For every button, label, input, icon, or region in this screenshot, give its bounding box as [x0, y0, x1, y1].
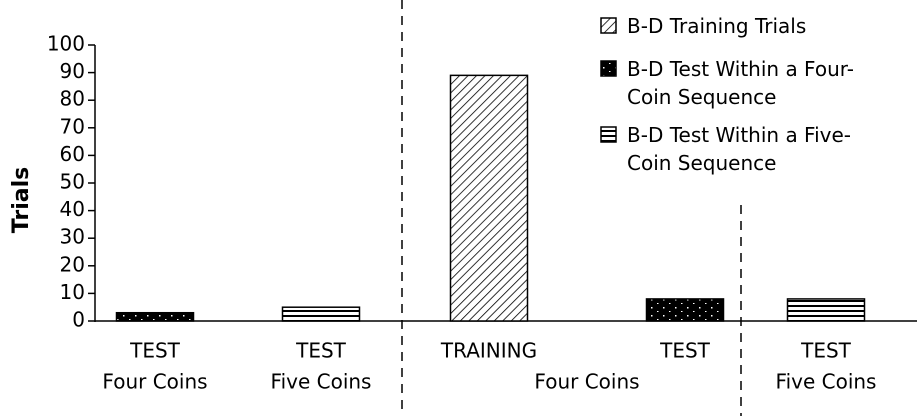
bar — [645, 298, 725, 322]
y-tick-label: 60 — [60, 142, 85, 166]
y-tick-label: 90 — [60, 59, 85, 83]
legend-entry: B-D Test Within a Four-Coin Sequence — [627, 57, 854, 109]
legend-entry: B-D Test Within a Five-Coin Sequence — [627, 123, 852, 175]
y-tick-label: 100 — [47, 32, 85, 56]
x-tick-label: TEST — [129, 339, 181, 363]
legend-entry: B-D Training Trials — [627, 14, 807, 38]
bar — [449, 74, 529, 322]
x-tick-label: TEST — [800, 339, 852, 363]
y-tick-label: 50 — [60, 170, 85, 194]
bar — [115, 311, 195, 322]
x-tick-label: TEST — [295, 339, 347, 363]
legend-label: B-D Training Trials — [627, 14, 807, 38]
y-tick-label: 0 — [72, 308, 85, 332]
legend-swatch — [600, 126, 617, 143]
group-label: Five Coins — [776, 370, 877, 394]
x-tick-label: TEST — [659, 339, 711, 363]
x-tick-label: TRAINING — [440, 339, 537, 363]
y-tick-label: 70 — [60, 114, 85, 138]
y-tick-label: 40 — [60, 197, 85, 221]
group-label: Four Coins — [534, 370, 639, 394]
y-tick-label: 20 — [60, 252, 85, 276]
legend-label: B-D Test Within a Four-Coin Sequence — [627, 57, 854, 109]
bar — [786, 298, 866, 322]
y-tick-label: 30 — [60, 225, 85, 249]
y-tick-label: 80 — [60, 87, 85, 111]
legend-swatch — [600, 17, 617, 34]
group-label: Four Coins — [102, 370, 207, 394]
legend-label: B-D Test Within a Five-Coin Sequence — [627, 123, 852, 175]
bar — [281, 306, 361, 322]
y-tick-label: 10 — [60, 280, 85, 304]
legend-swatch — [600, 60, 617, 77]
group-label: Five Coins — [271, 370, 372, 394]
y-axis-label: Trials — [9, 167, 34, 233]
